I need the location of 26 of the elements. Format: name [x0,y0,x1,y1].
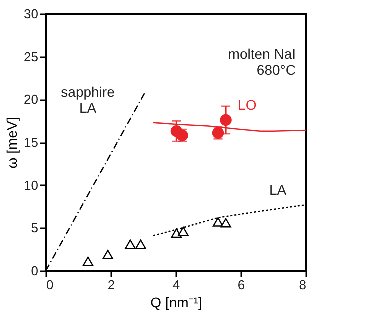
x-tick-label: 2 [108,278,116,292]
annotation: molten NaI 680°C [228,46,296,78]
series-label: LO [238,97,257,114]
point [220,218,232,228]
x-axis-title: Q [nm⁻¹] [150,294,202,310]
point [102,250,114,260]
x-tick-label: 8 [299,278,306,292]
y-tick-label: 15 [24,135,38,150]
y-tick-label: 20 [24,92,38,108]
annotation: sapphire LA [61,84,116,116]
point [125,240,136,250]
point [82,256,94,266]
x-tick-label: 4 [172,278,180,292]
x-tick-label: 6 [238,278,246,292]
y-tick-label: 10 [24,178,38,193]
y-tick-label: 30 [24,6,38,22]
point [178,226,189,236]
x-tick-label: 0 [46,278,54,292]
annotation: LA [269,182,288,198]
y-axis-title: ω [meV] [4,117,20,169]
y-tick-label: 5 [31,220,38,236]
y-tick-label: 0 [31,264,38,278]
y-tick-label: 25 [24,49,38,64]
point [136,240,146,250]
point [212,217,224,227]
point [220,114,232,126]
